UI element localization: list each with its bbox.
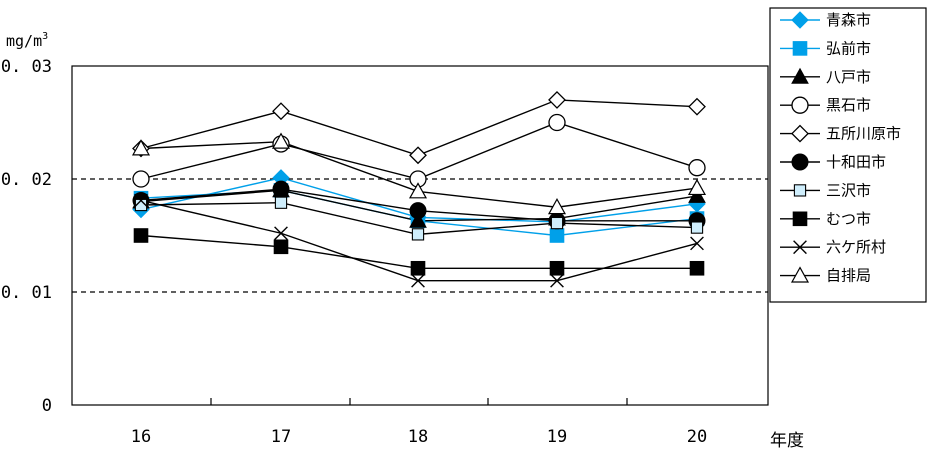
data-point-s4-p2 bbox=[409, 146, 427, 165]
data-point-s9-p1 bbox=[271, 132, 291, 149]
x-axis-title: 年度 bbox=[770, 431, 804, 451]
legend-item: 六ケ所村 bbox=[780, 238, 886, 256]
legend-marker bbox=[791, 124, 809, 143]
legend-item: 三沢市 bbox=[780, 181, 871, 199]
y-tick-label: 0. 02 bbox=[1, 170, 52, 190]
legend-label: 弘前市 bbox=[826, 39, 871, 57]
legend-item: 弘前市 bbox=[780, 39, 871, 57]
x-marker-stroke bbox=[550, 273, 564, 288]
legend-item: 五所川原市 bbox=[780, 125, 901, 143]
legend-marker bbox=[791, 67, 809, 84]
data-point-s8-p3 bbox=[550, 273, 564, 288]
data-point-s3-p0 bbox=[132, 170, 150, 188]
y-tick-label: 0. 03 bbox=[1, 57, 52, 77]
y-axis-unit: mg/m3 bbox=[6, 31, 48, 50]
legend-item: 青森市 bbox=[780, 11, 871, 29]
data-point-s4-p3 bbox=[548, 90, 566, 109]
legend-marker bbox=[792, 211, 808, 227]
legend-label: 自排局 bbox=[826, 267, 871, 285]
data-point-s7-p3 bbox=[549, 260, 565, 276]
legend-label: 五所川原市 bbox=[826, 125, 901, 143]
x-marker-stroke bbox=[411, 273, 425, 288]
y-axis-ticks: 0 0. 01 0. 02 0. 03 bbox=[1, 57, 52, 416]
data-point-s3-p3 bbox=[548, 113, 566, 132]
x-marker-stroke bbox=[274, 226, 288, 241]
plot-area bbox=[71, 65, 769, 406]
data-point-s5-p2 bbox=[409, 202, 427, 220]
x-tick-label: 17 bbox=[271, 427, 291, 447]
legend-item: 十和田市 bbox=[780, 153, 886, 171]
data-point-s1-p3 bbox=[549, 228, 565, 243]
legend-item: 黒石市 bbox=[780, 96, 871, 114]
legend-item: むつ市 bbox=[780, 210, 871, 228]
x-axis-ticks: 16 17 18 19 20 bbox=[131, 398, 707, 447]
legend-label: 十和田市 bbox=[826, 153, 886, 171]
x-marker-stroke bbox=[793, 240, 807, 255]
x-tick-label: 16 bbox=[131, 427, 151, 447]
legend-label: 黒石市 bbox=[826, 96, 871, 114]
data-point-s9-p0 bbox=[131, 139, 151, 156]
legend-label: 六ケ所村 bbox=[826, 238, 886, 256]
legend-item: 八戸市 bbox=[780, 67, 871, 86]
data-point-s5-p1 bbox=[272, 180, 290, 198]
legend-marker bbox=[790, 266, 810, 283]
data-point-s8-p2 bbox=[411, 273, 425, 288]
data-point-s3-p4 bbox=[688, 159, 706, 177]
x-tick-label: 18 bbox=[408, 427, 428, 447]
x-tick-label: 20 bbox=[687, 427, 707, 447]
data-point-s2-p2 bbox=[409, 211, 427, 228]
data-point-s9-p4 bbox=[687, 178, 707, 196]
data-point-s8-p4 bbox=[690, 236, 704, 251]
series-markers bbox=[131, 90, 707, 288]
data-point-s4-p1 bbox=[272, 102, 290, 121]
x-marker-stroke bbox=[690, 236, 704, 251]
plot-frame bbox=[71, 65, 769, 406]
x-marker-stroke bbox=[134, 193, 148, 208]
data-point-s6-p2 bbox=[411, 228, 425, 241]
chart-grid bbox=[72, 178, 768, 293]
legend-marker bbox=[791, 96, 809, 114]
data-point-s9-p2 bbox=[408, 182, 428, 199]
legend-marker bbox=[793, 240, 807, 255]
legend-label: むつ市 bbox=[826, 210, 871, 228]
data-point-s7-p2 bbox=[410, 260, 426, 276]
legend-label: 三沢市 bbox=[826, 181, 871, 199]
data-point-s9-p3 bbox=[547, 198, 567, 215]
series-line-4 bbox=[140, 99, 698, 157]
data-point-s6-p4 bbox=[690, 221, 704, 234]
y-tick-label: 0. 01 bbox=[1, 283, 52, 303]
legend-label: 八戸市 bbox=[826, 68, 871, 86]
data-point-s7-p4 bbox=[689, 260, 705, 276]
data-point-s6-p1 bbox=[274, 196, 288, 209]
data-point-s8-p1 bbox=[274, 226, 288, 241]
legend-marker bbox=[791, 11, 809, 29]
data-point-s6-p3 bbox=[550, 216, 564, 230]
legend-marker bbox=[793, 184, 807, 197]
legend-label: 青森市 bbox=[826, 11, 871, 29]
data-point-s6-p0 bbox=[134, 198, 148, 212]
data-point-s8-p0 bbox=[134, 193, 148, 208]
data-point-s7-p1 bbox=[273, 239, 289, 255]
legend-marker bbox=[792, 41, 808, 56]
y-tick-label: 0 bbox=[42, 396, 52, 416]
data-point-s7-p0 bbox=[133, 228, 149, 243]
legend-item: 自排局 bbox=[780, 266, 871, 285]
data-point-s2-p4 bbox=[688, 186, 706, 203]
legend-marker bbox=[791, 153, 809, 171]
data-point-s4-p4 bbox=[688, 97, 706, 116]
x-tick-label: 19 bbox=[547, 427, 567, 447]
